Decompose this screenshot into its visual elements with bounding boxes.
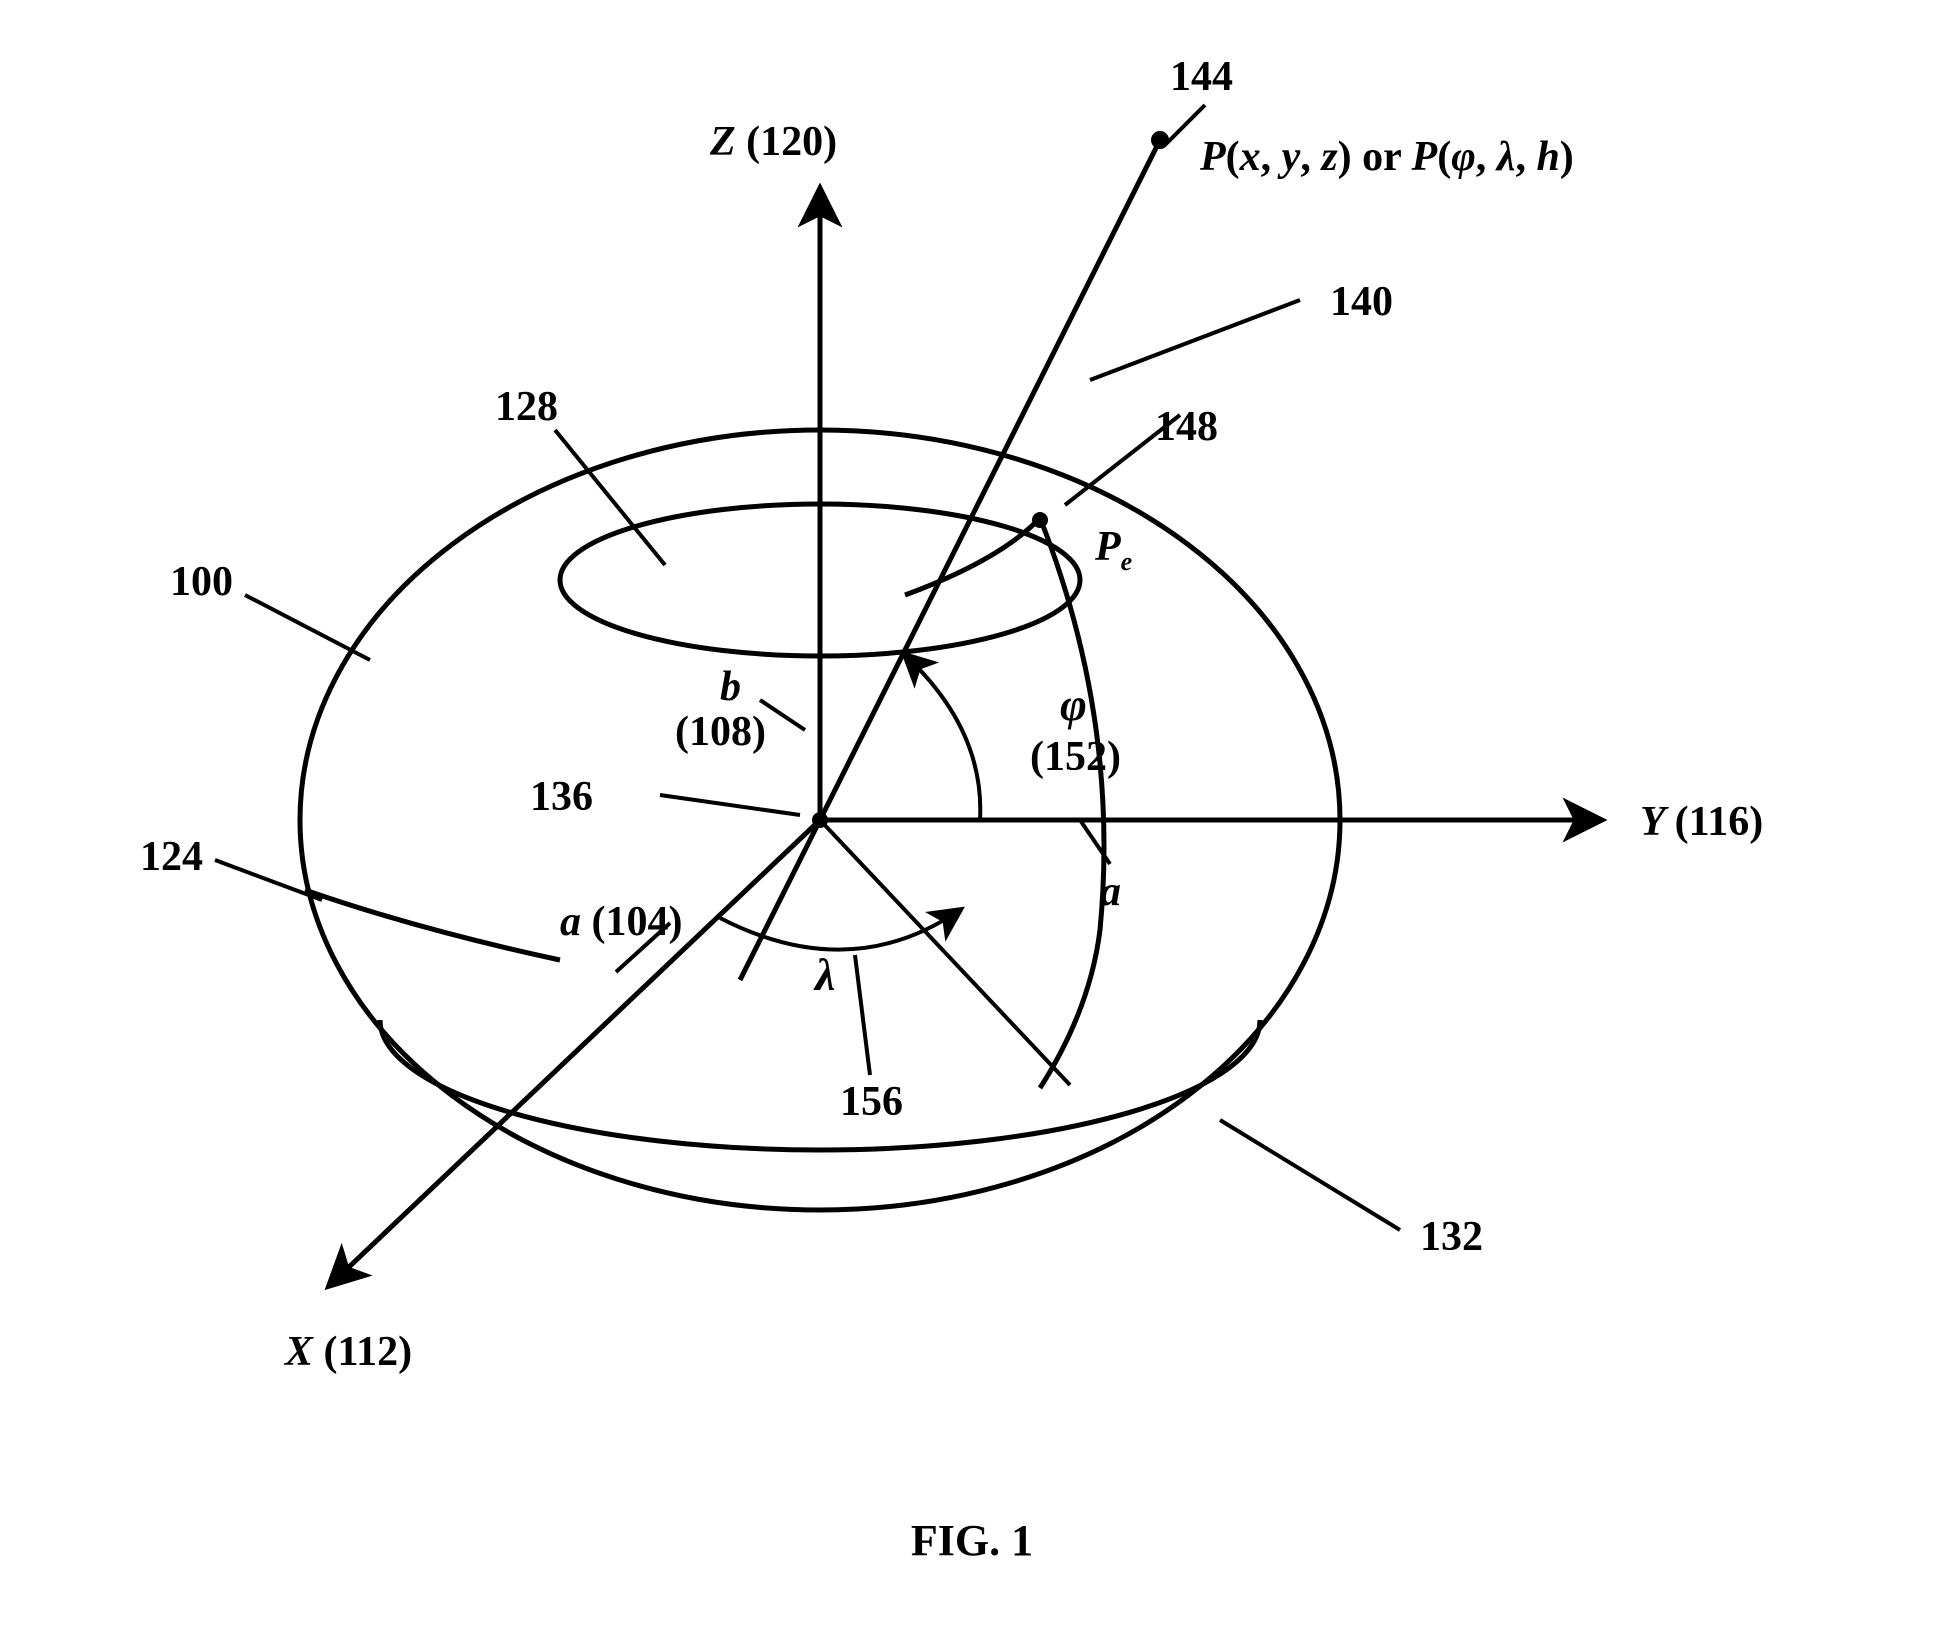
label-152: (152) [1030, 734, 1121, 780]
label-140: 140 [1330, 279, 1393, 325]
leader-144 [1165, 105, 1205, 145]
radius-a-equator [820, 820, 1070, 1085]
label-148: 148 [1155, 404, 1218, 450]
pe-label: Pe [1094, 524, 1132, 576]
label-156: 156 [840, 1079, 903, 1125]
origin-point [812, 812, 828, 828]
leader-132 [1220, 1120, 1400, 1230]
label-lambda: λ [813, 949, 835, 1000]
meridian-through-pe [1040, 518, 1104, 1088]
equatorial-left-arc [305, 890, 560, 960]
x-axis-label: X (112) [283, 1329, 412, 1375]
leader-136 [660, 795, 800, 815]
label-a2: a [1100, 869, 1121, 915]
label-124: 124 [140, 834, 203, 880]
label-144: 144 [1170, 54, 1233, 100]
label-100: 100 [170, 559, 233, 605]
z-axis-label: Z (120) [709, 119, 837, 165]
label-a-104: a (104) [560, 899, 682, 945]
equatorial-front-arc [380, 1020, 1260, 1150]
label-136: 136 [530, 774, 593, 820]
label-b: b [720, 664, 741, 710]
label-phi: φ [1060, 679, 1087, 730]
pe-point [1032, 512, 1048, 528]
phi-arc [905, 655, 980, 820]
label-132: 132 [1420, 1214, 1483, 1260]
y-axis-label: Y (116) [1640, 799, 1763, 845]
figure-caption: FIG. 1 [911, 1516, 1033, 1565]
label-128: 128 [495, 384, 558, 430]
figure-1-diagram: Z (120) Y (116) X (112) P(x, y, z) or P(… [0, 0, 1945, 1635]
label-108: (108) [675, 709, 766, 755]
leader-156 [855, 955, 870, 1075]
leader-140 [1090, 300, 1300, 380]
leader-b108 [760, 700, 805, 730]
p-formula-label: P(x, y, z) or P(φ, λ, h) [1199, 134, 1574, 180]
leader-100 [245, 595, 370, 660]
